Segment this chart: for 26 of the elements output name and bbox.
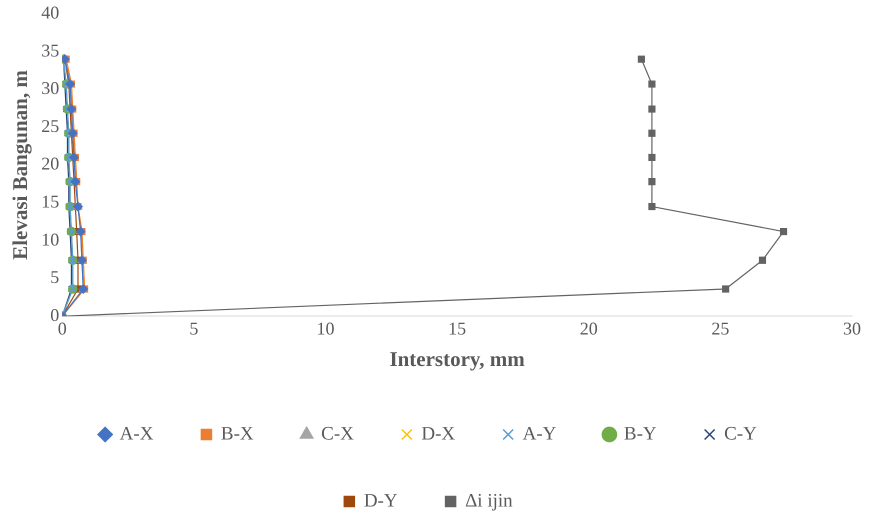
x-tick-label: 15	[448, 318, 466, 339]
y-tick-label: 35	[41, 40, 60, 60]
y-axis-title: Elevasi Bangunan, m	[8, 70, 32, 260]
x-tick-label: 10	[316, 318, 334, 339]
y-tick-label: 15	[41, 192, 60, 212]
legend-label: D-X	[421, 423, 456, 444]
legend-label: B-X	[220, 423, 254, 444]
y-tick-label: 10	[41, 229, 60, 250]
legend-label: A-X	[120, 423, 154, 444]
legend-label: A-Y	[522, 423, 557, 444]
y-tick-label: 30	[41, 78, 60, 98]
x-tick-label: 5	[189, 318, 198, 339]
legend-label: C-Y	[724, 423, 758, 444]
y-tick-label: 20	[41, 154, 60, 174]
x-axis-title: Interstory, mm	[389, 346, 526, 371]
legend-label: C-X	[321, 423, 354, 444]
legend-label: B-Y	[624, 423, 657, 444]
legend-label: D-Y	[364, 490, 398, 512]
x-tick-label: 20	[580, 318, 598, 339]
y-tick-label: 25	[41, 116, 60, 136]
y-tick-label: 0	[50, 304, 60, 325]
x-tick-label: 25	[711, 318, 730, 339]
y-tick-label: 40	[41, 2, 60, 23]
y-tick-label: 5	[50, 267, 60, 288]
legend-label: Δi ijin	[465, 490, 514, 512]
x-tick-label: 30	[843, 318, 861, 339]
